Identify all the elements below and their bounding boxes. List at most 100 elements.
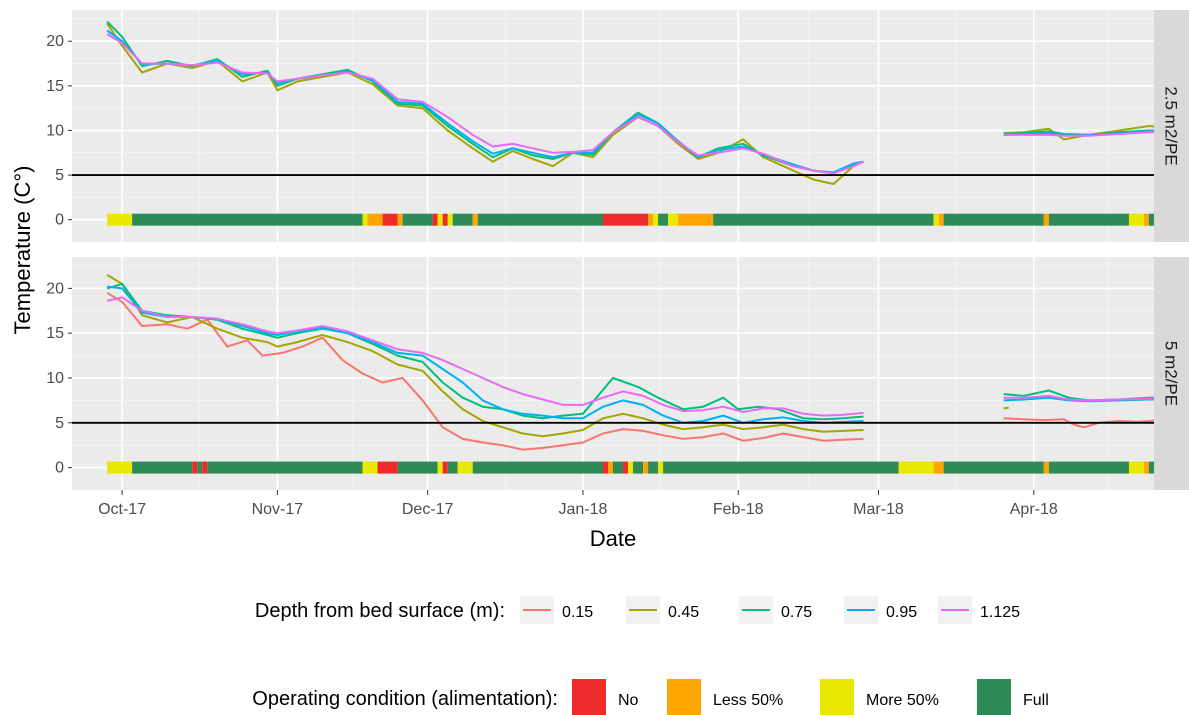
x-tick-label: Dec-17 <box>402 501 454 518</box>
series-line-0-15 <box>1003 417 1185 429</box>
series-line-1-125 <box>1003 131 1189 137</box>
condition-segment <box>1128 213 1144 226</box>
condition-segment <box>202 461 208 474</box>
x-axis-title: Date <box>590 526 636 551</box>
facet-strip <box>1154 257 1189 490</box>
legend-condition-title: Operating condition (alimentation): <box>252 688 558 710</box>
x-tick-label: Jan-18 <box>558 501 607 518</box>
condition-segment <box>477 213 603 226</box>
y-axis-title: Temperature (C°) <box>10 166 35 335</box>
condition-segment <box>933 213 939 226</box>
condition-segment <box>132 213 363 226</box>
series-line-1-125 <box>106 296 864 417</box>
condition-segment <box>658 461 664 474</box>
condition-segment <box>633 461 644 474</box>
y-tick-label: 15 <box>46 78 64 95</box>
y-tick-label: 5 <box>55 167 64 184</box>
condition-segment <box>623 461 629 474</box>
condition-segment <box>362 213 368 226</box>
condition-segment <box>648 213 654 226</box>
panel-background <box>72 10 1154 242</box>
legend-label-condition: Less 50% <box>713 692 783 709</box>
condition-segment <box>613 461 624 474</box>
series-line-0-75 <box>106 20 864 175</box>
condition-segment <box>107 461 133 474</box>
series-line-0-45 <box>106 22 864 185</box>
legend-label-condition: Full <box>1023 692 1049 709</box>
y-tick-label: 10 <box>46 122 64 139</box>
legend-key-swatch <box>977 679 1011 715</box>
condition-segment <box>1048 213 1129 226</box>
legend-label-depth: 1.125 <box>980 604 1020 621</box>
condition-segment <box>367 213 383 226</box>
legend-depth: Depth from bed surface (m): 0.15 0.45 0.75… <box>255 596 1020 624</box>
condition-segment <box>628 461 634 474</box>
legend-label-depth: 0.75 <box>781 604 812 621</box>
y-tick-label: 20 <box>46 33 64 50</box>
condition-segment <box>207 461 363 474</box>
condition-segment <box>397 461 438 474</box>
condition-segment <box>447 461 458 474</box>
condition-segment <box>362 461 378 474</box>
condition-segment <box>397 213 403 226</box>
y-tick-label: 10 <box>46 370 64 387</box>
legend-key-swatch <box>820 679 854 715</box>
condition-segment <box>442 461 448 474</box>
series-line-0-45 <box>106 274 864 438</box>
condition-segment <box>457 461 473 474</box>
panel-1: 0 5 10 15 20 2.5 m2/PE <box>46 10 1189 242</box>
legend-label-condition: No <box>618 692 639 709</box>
legend-condition: Operating condition (alimentation): No Le… <box>252 679 1049 715</box>
y-tick-label: 0 <box>55 212 64 229</box>
condition-segment <box>943 461 1044 474</box>
series-line-0-75 <box>1003 389 1189 402</box>
panel-background <box>72 257 1154 490</box>
condition-segment <box>452 213 473 226</box>
condition-segment <box>1143 461 1149 474</box>
condition-segment <box>442 213 448 226</box>
x-tick-label: Mar-18 <box>853 501 904 518</box>
condition-segment <box>643 461 649 474</box>
facet-strip-label: 5 m2/PE <box>1162 341 1181 406</box>
legend-key-swatch <box>667 679 701 715</box>
condition-segment <box>107 213 133 226</box>
series-line-1-125 <box>106 33 864 175</box>
condition-segment <box>1048 461 1129 474</box>
condition-segment <box>1043 213 1049 226</box>
condition-segment <box>382 213 398 226</box>
x-tick-label: Apr-18 <box>1010 501 1058 518</box>
series-line-0-45 <box>1003 406 1009 410</box>
condition-segment <box>437 461 443 474</box>
condition-segment <box>432 213 438 226</box>
condition-segment <box>437 213 443 226</box>
condition-segment <box>648 461 659 474</box>
facet-strip-label: 2.5 m2/PE <box>1162 86 1181 165</box>
y-tick-label: 0 <box>55 460 64 477</box>
facet-strip <box>1154 10 1189 242</box>
x-tick-label: Nov-17 <box>252 501 304 518</box>
condition-segment <box>402 213 433 226</box>
condition-segment <box>713 213 934 226</box>
series-line-0-15 <box>106 291 864 451</box>
condition-segment <box>377 461 398 474</box>
condition-segment <box>447 213 453 226</box>
condition-segment <box>192 461 198 474</box>
series-line-0-45 <box>1003 125 1189 141</box>
condition-segment <box>607 461 613 474</box>
condition-segment <box>472 461 603 474</box>
legend-label-depth: 0.95 <box>886 604 917 621</box>
x-tick-label: Oct-17 <box>98 501 146 518</box>
legend-label-depth: 0.15 <box>562 604 593 621</box>
condition-segment <box>1143 213 1149 226</box>
condition-segment <box>602 461 608 474</box>
panel-2: 0 5 10 15 20 5 m2/PE <box>46 257 1189 490</box>
condition-segment <box>1043 461 1049 474</box>
legend-label-condition: More 50% <box>866 692 939 709</box>
series-line-0-95 <box>106 29 864 174</box>
legend-key-swatch <box>572 679 606 715</box>
condition-segment <box>472 213 478 226</box>
y-tick-label: 5 <box>55 415 64 432</box>
y-tick-label: 15 <box>46 325 64 342</box>
condition-segment <box>943 213 1044 226</box>
